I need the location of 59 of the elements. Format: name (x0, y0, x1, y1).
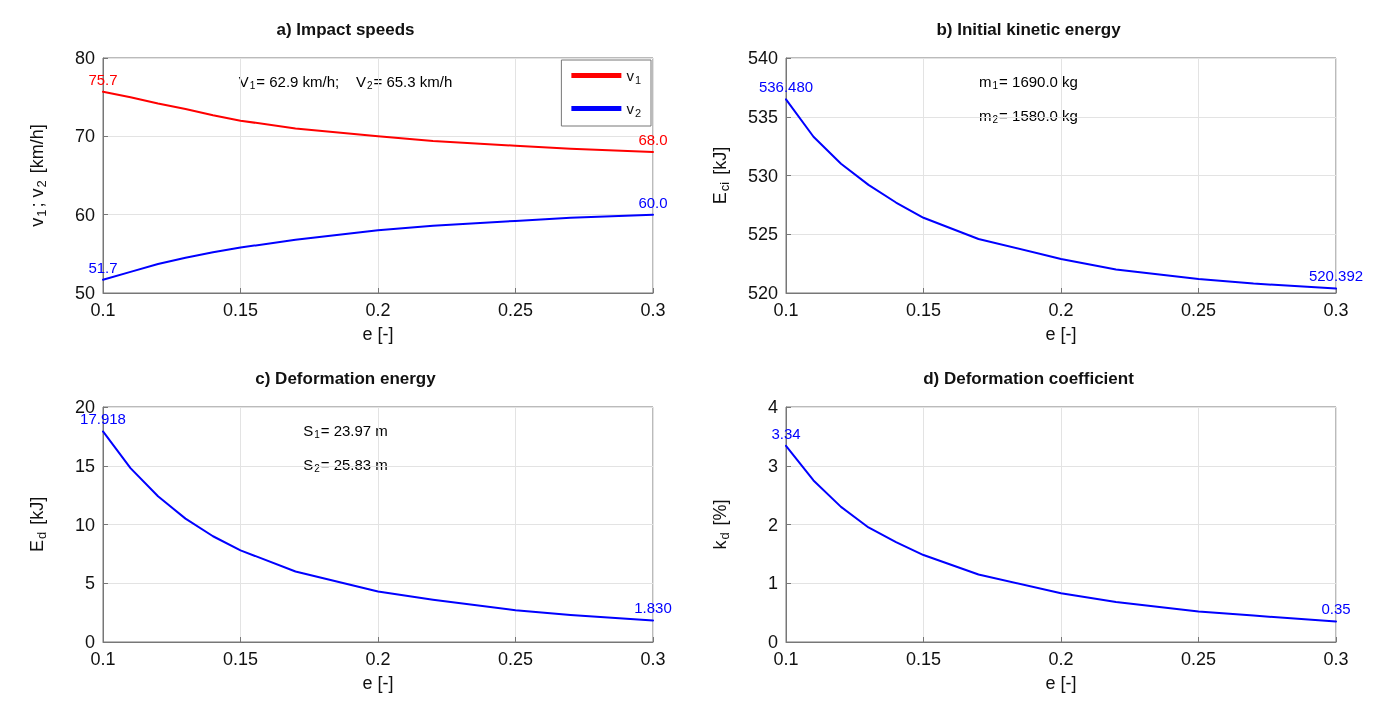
y-tick-label: 60 (74, 204, 95, 225)
y-tick-label: 1 (767, 573, 778, 594)
data-label: 520.392 (1308, 267, 1364, 285)
y-tick-label: 530 (747, 165, 778, 186)
x-tick-label: 0.2 (1048, 300, 1074, 320)
x-tick-label: 0.3 (640, 649, 666, 669)
x-tick-label: 0.3 (1323, 649, 1349, 669)
x-tick-label: 0.3 (640, 300, 666, 320)
x-tick-label: 0.1 (90, 300, 116, 320)
y-tick-label: 520 (747, 283, 778, 303)
y-tick-label: 525 (747, 224, 778, 245)
x-tick-label: 0.15 (222, 300, 259, 320)
y-tick-label: 50 (74, 283, 95, 303)
y-tick-label: 5 (84, 573, 95, 594)
x-tick-label: 0.25 (1180, 649, 1217, 669)
x-axis-title: e [-] (1045, 324, 1077, 344)
x-tick-label: 0.25 (497, 649, 534, 669)
y-axis-title: Ed [kJ] (27, 496, 49, 553)
y-tick-label: 15 (74, 455, 95, 476)
y-tick-label: 0 (767, 632, 778, 652)
y-tick-label: 0 (84, 632, 95, 652)
x-tick-label: 0.25 (1180, 300, 1217, 320)
data-label: 1.830 (634, 599, 672, 617)
chart-title: a) Impact speeds (276, 20, 415, 39)
x-tick-label: 0.1 (773, 300, 799, 320)
y-axis-title: Eci [kJ] (710, 146, 732, 205)
data-label: 51.7 (88, 258, 118, 276)
y-axis-title: kd [%] (710, 499, 732, 550)
chart-title: d) Deformation coefficient (923, 369, 1135, 388)
x-tick-label: 0.1 (90, 649, 116, 669)
data-label: 68.0 (638, 131, 668, 148)
chart-title: c) Deformation energy (255, 369, 437, 388)
y-tick-label: 2 (767, 514, 778, 535)
data-label: 536.480 (758, 78, 814, 96)
y-tick-label: 3 (767, 455, 778, 476)
x-axis-title: e [-] (1045, 673, 1077, 693)
y-tick-label: 80 (74, 48, 95, 68)
x-tick-label: 0.15 (222, 649, 259, 669)
x-axis-title: e [-] (362, 324, 394, 344)
x-tick-label: 0.15 (905, 649, 942, 669)
chart-title: b) Initial kinetic energy (936, 20, 1122, 39)
data-label: 0.35 (1321, 600, 1351, 618)
data-label: 60.0 (638, 193, 668, 211)
x-tick-label: 0.1 (773, 649, 799, 669)
x-tick-label: 0.2 (1048, 649, 1074, 669)
x-tick-label: 0.15 (905, 300, 942, 320)
y-tick-label: 540 (747, 48, 778, 68)
y-tick-label: 4 (767, 397, 778, 417)
x-tick-label: 0.25 (497, 300, 534, 320)
data-label: 3.34 (771, 424, 801, 442)
data-label: 75.7 (88, 70, 118, 88)
x-tick-label: 0.2 (365, 649, 391, 669)
y-tick-label: 10 (74, 514, 95, 535)
y-tick-label: 70 (74, 126, 95, 147)
x-tick-label: 0.3 (1323, 300, 1349, 320)
x-axis-title: e [-] (362, 673, 394, 693)
x-tick-label: 0.2 (365, 300, 391, 320)
y-axis-title: v1; v2 [km/h] (27, 124, 49, 227)
y-tick-label: 535 (747, 106, 778, 127)
